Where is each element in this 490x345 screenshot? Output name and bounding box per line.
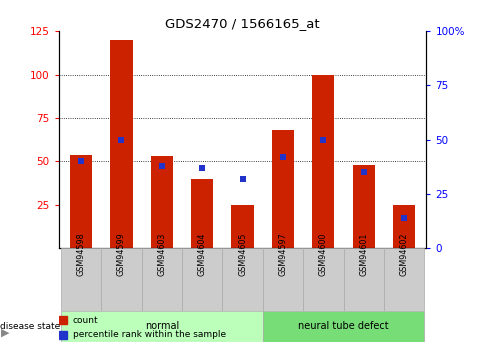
Text: GSM94598: GSM94598: [76, 233, 86, 276]
Point: [77, 159, 85, 164]
Bar: [142, 248, 182, 310]
Text: GSM94604: GSM94604: [197, 233, 207, 276]
Point: [360, 169, 368, 175]
Bar: [59, 331, 67, 339]
Point: [400, 215, 408, 221]
Text: GSM94605: GSM94605: [238, 233, 247, 276]
Bar: [61, 248, 101, 310]
Bar: [110, 40, 132, 248]
Bar: [272, 130, 294, 248]
Point: [239, 176, 246, 181]
Point: [158, 163, 166, 169]
Text: disease state: disease state: [0, 322, 61, 331]
Text: GSM94600: GSM94600: [319, 233, 328, 276]
Text: normal: normal: [145, 321, 179, 331]
Text: percentile rank within the sample: percentile rank within the sample: [73, 330, 226, 339]
Bar: [312, 75, 334, 248]
Bar: [263, 248, 303, 310]
Text: GSM94602: GSM94602: [399, 233, 409, 276]
Point: [118, 137, 125, 142]
Bar: [393, 205, 415, 248]
Bar: [59, 316, 67, 324]
Bar: [343, 248, 384, 310]
Bar: [191, 179, 213, 248]
Bar: [182, 248, 222, 310]
Text: neural tube defect: neural tube defect: [298, 321, 389, 331]
Text: GSM94597: GSM94597: [278, 233, 288, 276]
Bar: [303, 248, 343, 310]
Bar: [231, 205, 254, 248]
Bar: [384, 248, 424, 310]
Text: ▶: ▶: [0, 328, 9, 338]
Bar: [353, 165, 375, 248]
Bar: [151, 156, 173, 248]
Point: [319, 137, 327, 142]
Text: GSM94601: GSM94601: [359, 233, 368, 276]
Bar: [61, 310, 263, 342]
Bar: [70, 155, 92, 248]
Bar: [222, 248, 263, 310]
Bar: [101, 248, 142, 310]
Text: GSM94603: GSM94603: [157, 233, 166, 276]
Point: [198, 165, 206, 171]
Title: GDS2470 / 1566165_at: GDS2470 / 1566165_at: [165, 17, 320, 30]
Text: count: count: [73, 316, 98, 325]
Text: GSM94599: GSM94599: [117, 233, 126, 276]
Point: [279, 154, 287, 160]
Bar: [263, 310, 424, 342]
